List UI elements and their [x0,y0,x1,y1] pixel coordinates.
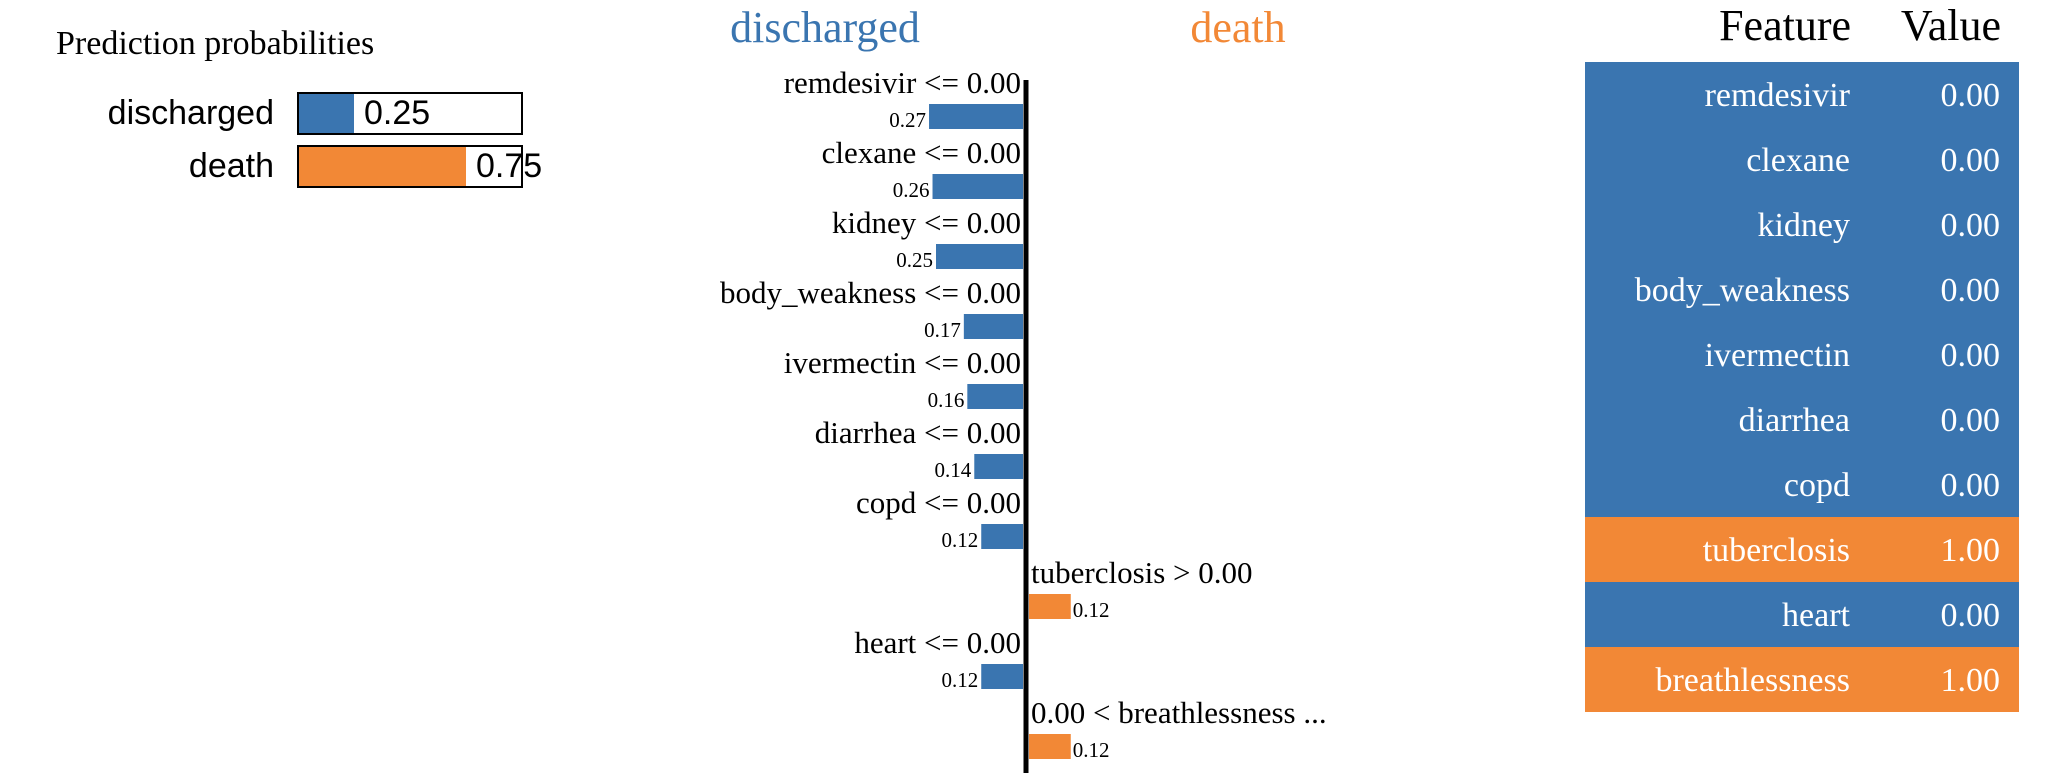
table-cell-feature-breathlessness: breathlessness [1655,662,1850,699]
table-row-ivermectin [1585,322,2019,387]
table-row-body-weakness [1585,257,2019,322]
table-cell-feature-kidney: kidney [1757,207,1850,244]
class-label-discharged: discharged [730,3,920,52]
table-cell-value-tuberclosis: 1.00 [1941,532,2001,569]
contribution-bar-copd-0-00 [981,524,1023,549]
probability-bars: discharged 0.25 death 0.75 [108,92,542,188]
table-cell-feature-ivermectin: ivermectin [1705,337,1850,374]
table-cell-feature-tuberclosis: tuberclosis [1703,532,1850,569]
table-cell-feature-remdesivir: remdesivir [1705,77,1851,114]
table-row-heart [1585,582,2019,647]
contribution-bar-0-00-breathlessness [1029,734,1071,759]
contribution-bars: remdesivir <= 0.00 0.27 clexane <= 0.00 0.2… [720,65,1327,762]
contribution-value-kidney-0-00: 0.25 [896,248,933,272]
probability-label-death: death [189,147,274,185]
table-cell-value-copd: 0.00 [1941,467,2001,504]
contribution-value-clexane-0-00: 0.26 [893,178,930,202]
table-row-kidney [1585,192,2019,257]
table-header-feature: Feature [1719,1,1851,50]
contribution-value-tuberclosis-0-00: 0.12 [1073,598,1110,622]
contribution-bar-tuberclosis-0-00 [1029,594,1071,619]
contribution-value-0-00-breathlessness: 0.12 [1073,738,1110,762]
contribution-bar-heart-0-00 [981,664,1023,689]
feature-contributions-panel: discharged death remdesivir <= 0.00 0.27 c… [720,3,1327,773]
probability-bar-frame-death [297,145,523,188]
table-row-copd [1585,452,2019,517]
table-row-diarrhea [1585,387,2019,452]
contribution-value-body-weakness-0-00: 0.17 [924,318,961,342]
table-row-tuberclosis [1585,517,2019,582]
feature-condition-label-kidney-0-00: kidney <= 0.00 [832,205,1021,240]
probability-value-death: 0.75 [476,147,542,185]
probability-bar-frame-discharged [297,92,523,135]
feature-condition-label-remdesivir-0-00: remdesivir <= 0.00 [784,65,1021,100]
prediction-probabilities-title: Prediction probabilities [56,25,374,62]
table-rows: remdesivir 0.00 clexane 0.00 kidney 0.00 body_… [1585,62,2019,712]
contribution-bar-kidney-0-00 [936,244,1023,269]
feature-condition-label-ivermectin-0-00: ivermectin <= 0.00 [784,345,1021,380]
feature-condition-label-clexane-0-00: clexane <= 0.00 [822,135,1021,170]
contribution-bar-clexane-0-00 [932,174,1023,199]
feature-condition-label-0-00-breathlessness: 0.00 < breathlessness ... [1031,695,1327,730]
table-row-breathlessness [1585,647,2019,712]
contribution-value-heart-0-00: 0.12 [941,668,978,692]
contribution-bar-remdesivir-0-00 [929,104,1023,129]
probability-value-discharged: 0.25 [364,94,430,132]
feature-condition-label-tuberclosis-0-00: tuberclosis > 0.00 [1031,555,1253,590]
table-cell-feature-body-weakness: body_weakness [1635,272,1850,309]
contribution-bar-body-weakness-0-00 [963,314,1023,339]
feature-condition-label-body-weakness-0-00: body_weakness <= 0.00 [720,275,1021,310]
table-cell-value-body-weakness: 0.00 [1941,272,2001,309]
contribution-value-copd-0-00: 0.12 [941,528,978,552]
feature-condition-label-heart-0-00: heart <= 0.00 [854,625,1021,660]
probability-bar-discharged [298,93,354,134]
table-cell-value-breathlessness: 1.00 [1941,662,2001,699]
probability-label-discharged: discharged [108,94,274,132]
feature-condition-label-copd-0-00: copd <= 0.00 [856,485,1021,520]
contribution-value-remdesivir-0-00: 0.27 [889,108,926,132]
table-cell-value-ivermectin: 0.00 [1941,337,2001,374]
probability-bar-death [298,146,466,187]
table-cell-value-remdesivir: 0.00 [1941,77,2001,114]
contribution-value-ivermectin-0-00: 0.16 [928,388,965,412]
feature-condition-label-diarrhea-0-00: diarrhea <= 0.00 [815,415,1021,450]
table-row-remdesivir [1585,62,2019,127]
table-cell-feature-copd: copd [1784,467,1850,504]
table-cell-feature-heart: heart [1782,597,1851,634]
table-cell-value-clexane: 0.00 [1941,142,2001,179]
contribution-bar-diarrhea-0-00 [974,454,1023,479]
contribution-value-diarrhea-0-00: 0.14 [935,458,972,482]
prediction-probabilities-panel: Prediction probabilities discharged 0.25d… [56,25,542,188]
class-label-death: death [1190,3,1285,52]
table-cell-feature-diarrhea: diarrhea [1739,402,1850,439]
table-cell-value-kidney: 0.00 [1941,207,2001,244]
table-header-value: Value [1901,1,2001,50]
table-cell-value-heart: 0.00 [1941,597,2001,634]
table-row-clexane [1585,127,2019,192]
contribution-bar-ivermectin-0-00 [967,384,1023,409]
table-cell-value-diarrhea: 0.00 [1941,402,2001,439]
table-cell-feature-clexane: clexane [1746,142,1850,179]
feature-value-table: Feature Value remdesivir 0.00 clexane 0.00 k… [1585,1,2019,712]
